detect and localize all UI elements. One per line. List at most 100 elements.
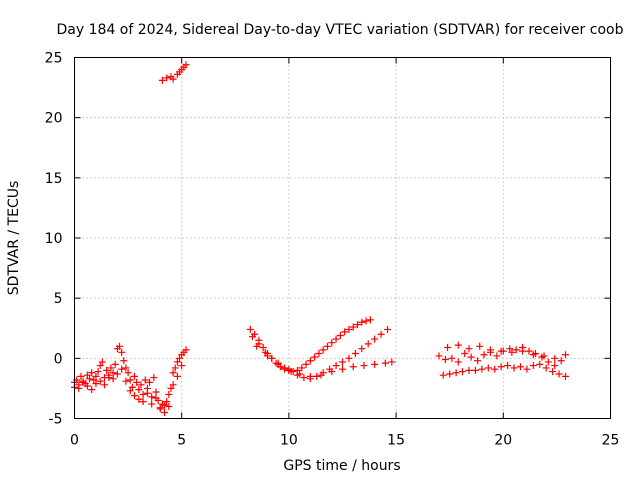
x-tick-label: 10 [280,433,298,449]
data-point [88,369,96,377]
data-point [516,363,524,371]
y-axis-ticks: -5 0 5 10 15 20 25 [45,51,611,428]
y-tick-label: 25 [45,51,63,67]
data-point [476,342,484,350]
data-point [96,362,104,370]
data-point [512,346,520,354]
data-point [169,75,177,83]
data-point [519,347,527,355]
data-point [111,360,119,368]
data-point [146,378,154,386]
data-point [446,370,454,378]
data-point [371,335,379,343]
data-point [131,372,139,380]
data-point [169,381,177,389]
data-point [452,369,460,377]
data-point [88,386,96,394]
data-point [92,380,100,388]
data-point [135,386,143,394]
data-point [298,364,306,372]
data-point [124,369,132,377]
data-point [529,351,537,359]
data-point [302,360,310,368]
y-tick-label: 15 [45,171,63,187]
data-point [388,358,396,366]
y-tick-label: 5 [54,291,63,307]
data-point [148,393,156,401]
data-point [101,381,109,389]
x-axis-label: GPS time / hours [283,458,400,474]
data-point [461,350,469,358]
data-point [497,363,505,371]
data-point [345,354,353,362]
data-point [508,348,516,356]
data-point [306,357,314,365]
data-point [323,342,331,350]
data-point [171,364,179,372]
data-point [506,345,514,353]
data-point [557,357,565,365]
y-tick-label: -5 [49,412,63,428]
data-point [525,347,533,355]
data-point [133,378,141,386]
data-point [182,61,190,69]
data-point [75,384,83,392]
y-tick-label: 10 [45,231,63,247]
data-point [536,360,544,368]
data-point [161,401,169,409]
data-point [261,348,269,356]
data-point [542,364,550,372]
data-point [118,348,126,356]
data-point [544,358,552,366]
data-point [281,364,289,372]
data-points [71,61,569,416]
data-point [300,374,308,382]
data-point [366,316,374,324]
data-point [150,374,158,382]
data-point [158,76,166,84]
data-point [105,374,113,382]
series-early-cluster [71,342,190,416]
data-point [493,352,501,360]
data-point [311,353,319,361]
data-point [328,339,336,347]
data-point [148,400,156,408]
data-point [454,358,462,366]
data-point [465,366,473,374]
data-point [315,350,323,358]
data-point [173,358,181,366]
data-point [561,372,569,380]
data-point [478,365,486,373]
data-point [259,344,267,352]
data-point [178,362,186,370]
x-tick-label: 15 [387,433,405,449]
data-point [364,340,372,348]
data-point [92,372,100,380]
grid-lines [74,57,611,419]
data-point [339,358,346,366]
data-point [253,342,261,350]
data-point [551,362,559,370]
data-point [549,368,557,376]
data-point [109,375,117,383]
data-point [381,359,389,367]
data-point [83,382,91,390]
series-late-cluster [435,341,569,380]
x-tick-label: 5 [177,433,186,449]
data-point [113,370,121,378]
data-point [128,383,136,391]
data-point [486,346,494,354]
series-mid-cluster [246,316,396,383]
data-point [268,354,276,362]
data-point [143,389,151,397]
data-point [107,364,115,372]
data-point [313,372,321,380]
data-point [152,388,160,396]
data-point [441,356,449,364]
data-point [120,357,128,365]
data-point [131,392,139,400]
data-point [169,369,177,377]
x-tick-label: 25 [602,433,620,449]
data-point [484,364,492,372]
x-tick-label: 20 [494,433,512,449]
